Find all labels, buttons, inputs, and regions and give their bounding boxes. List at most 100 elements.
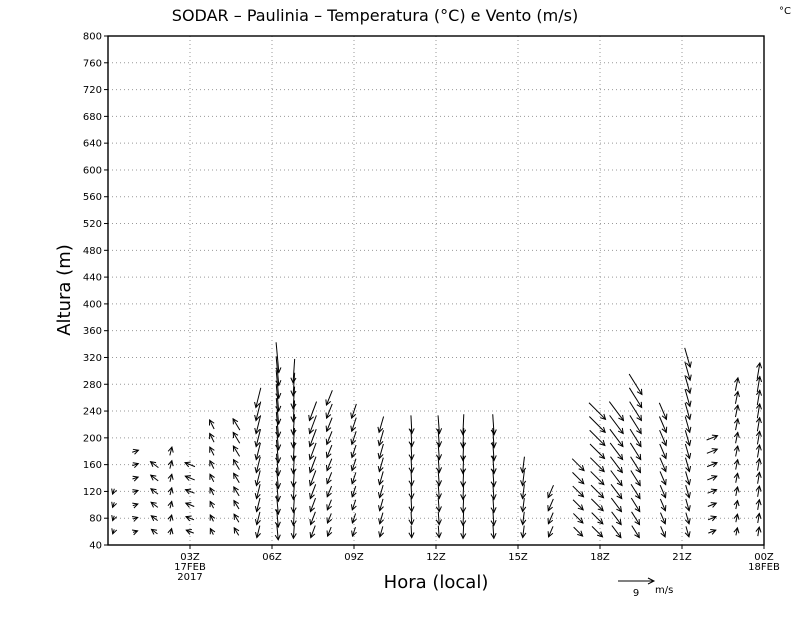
wind-vector xyxy=(309,497,317,513)
wind-vector xyxy=(275,425,282,451)
wind-vector xyxy=(209,446,215,456)
wind-vector xyxy=(611,511,622,526)
wind-vector xyxy=(490,510,497,527)
wind-vector xyxy=(684,416,692,434)
wind-vector xyxy=(350,444,357,459)
wind-vector xyxy=(755,484,762,497)
wind-vector xyxy=(308,415,317,435)
wind-vector xyxy=(460,441,467,462)
wind-vector xyxy=(377,471,384,486)
wind-vector xyxy=(275,384,282,413)
wind-vector xyxy=(150,488,159,495)
x-tick-label: 21Z xyxy=(672,552,692,563)
wind-vector xyxy=(435,484,442,500)
wind-vector xyxy=(733,417,740,431)
wind-vector xyxy=(350,431,357,446)
wind-vector xyxy=(326,526,333,538)
x-tick-label: 00Z xyxy=(754,552,774,563)
y-axis-label: Altura (m) xyxy=(54,244,75,336)
wind-vector xyxy=(629,428,642,448)
wind-vector xyxy=(755,416,762,432)
wind-vector xyxy=(275,411,282,439)
wind-vector xyxy=(733,499,740,510)
wind-vector xyxy=(290,510,297,527)
wind-vector xyxy=(435,525,442,539)
wind-vector xyxy=(629,401,643,422)
wind-vector xyxy=(435,456,443,474)
y-tick-label: 40 xyxy=(89,541,102,552)
wind-vector xyxy=(232,445,241,457)
wind-vector xyxy=(184,502,195,508)
reference-vector-head xyxy=(647,577,656,585)
wind-vector xyxy=(167,473,174,482)
wind-vectors xyxy=(111,342,763,541)
wind-vector xyxy=(290,524,297,540)
wind-vector xyxy=(631,525,640,539)
wind-vector xyxy=(547,498,554,512)
wind-vector xyxy=(232,431,241,444)
wind-vector xyxy=(589,457,605,473)
wind-vector xyxy=(132,475,140,482)
wind-vector xyxy=(209,418,215,430)
wind-vector xyxy=(290,372,297,397)
y-tick-label: 120 xyxy=(83,487,102,498)
wind-vector xyxy=(350,499,357,511)
wind-vector xyxy=(707,515,718,522)
wind-vector xyxy=(588,402,607,421)
wind-vector xyxy=(628,387,643,409)
wind-vector xyxy=(309,525,316,539)
wind-vector xyxy=(132,448,140,455)
y-tick-label: 480 xyxy=(83,246,102,257)
wind-vector xyxy=(659,484,667,499)
wind-vector xyxy=(706,448,719,454)
wind-vector xyxy=(167,486,174,496)
wind-vector xyxy=(185,529,194,535)
wind-vector xyxy=(610,470,623,487)
wind-vector xyxy=(309,484,317,500)
wind-vector xyxy=(733,404,740,418)
wind-vector xyxy=(350,403,357,420)
wind-vector xyxy=(756,361,763,379)
wind-vector xyxy=(149,461,159,469)
x-tick-label: 03Z xyxy=(180,552,200,563)
wind-vector xyxy=(630,497,641,513)
wind-vector xyxy=(755,526,762,537)
x-tick-label: 18FEB xyxy=(748,562,780,573)
x-tick-label: 18Z xyxy=(590,552,610,563)
wind-vector xyxy=(630,470,641,487)
wind-vector xyxy=(326,485,333,498)
wind-vector xyxy=(490,483,497,501)
wind-vector xyxy=(378,498,384,512)
wind-vector xyxy=(755,443,762,458)
wind-vector xyxy=(685,457,692,473)
wind-vector xyxy=(274,523,281,541)
wind-vector xyxy=(733,390,740,404)
wind-vector xyxy=(275,397,282,426)
wind-vector xyxy=(460,497,467,514)
wind-vector xyxy=(351,513,357,525)
wind-vector xyxy=(290,483,297,501)
wind-vector xyxy=(706,434,719,441)
y-tick-label: 600 xyxy=(83,165,102,176)
wind-vector xyxy=(290,428,297,449)
wind-vector xyxy=(255,525,261,539)
wind-vector xyxy=(233,526,240,536)
y-tick-label: 520 xyxy=(83,219,102,230)
x-tick-label: 15Z xyxy=(508,552,528,563)
wind-vector xyxy=(325,403,333,420)
wind-vector xyxy=(609,415,624,435)
wind-vector xyxy=(659,430,668,447)
wind-vector xyxy=(734,376,740,391)
wind-vector xyxy=(209,527,216,535)
wind-vector xyxy=(590,498,604,512)
wind-vector xyxy=(308,401,318,422)
wind-vector xyxy=(629,415,642,435)
x-tick-label: 09Z xyxy=(344,552,364,563)
wind-vector xyxy=(520,525,527,539)
wind-vector xyxy=(290,497,297,514)
wind-vector xyxy=(733,526,740,536)
wind-vector xyxy=(588,416,606,434)
wind-vector xyxy=(209,473,215,483)
chart-title: SODAR – Paulinia – Temperatura (°C) e Ve… xyxy=(172,6,578,25)
wind-vector xyxy=(733,458,740,470)
